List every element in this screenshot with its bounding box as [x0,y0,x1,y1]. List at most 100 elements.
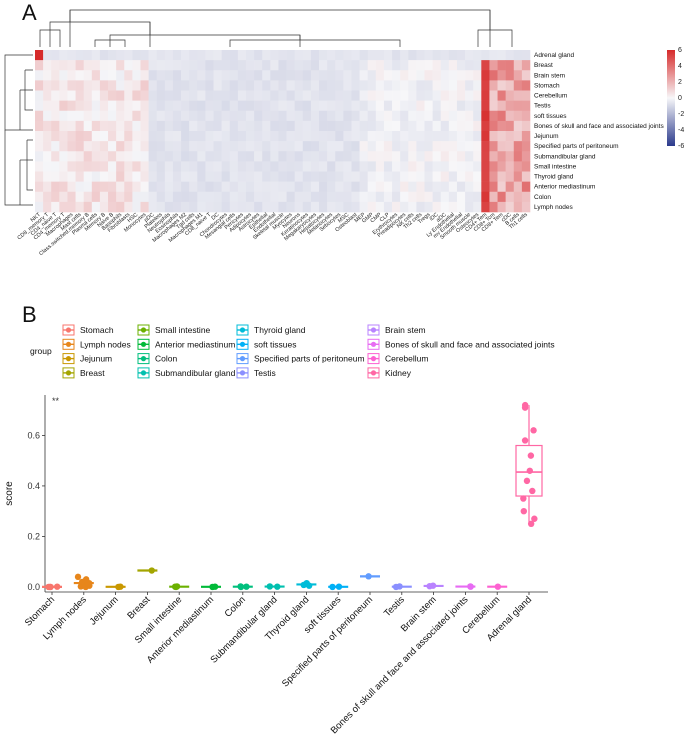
heatmap-cell [164,141,174,152]
data-point [529,487,536,495]
heatmap-cell [35,191,44,203]
heatmap-cell [521,50,531,61]
heatmap-cell [521,131,531,142]
heatmap-cell [497,171,506,182]
heatmap-cell [172,191,182,203]
heatmap-cell [375,201,385,213]
heatmap-cell [164,161,174,172]
heatmap-cell [302,50,312,61]
heatmap-cell [270,151,279,162]
heatmap-cell [197,50,206,61]
data-point [148,567,155,574]
heatmap-cell [237,50,247,61]
heatmap-cell [440,120,450,132]
heatmap-cell [51,201,60,213]
heatmap-cell [148,50,158,61]
heatmap-cell [124,191,133,203]
heatmap-cell [124,110,133,122]
heatmap-cell [197,60,206,71]
heatmap-cell [505,131,515,142]
legend-label: Thyroid gland [254,325,306,335]
legend-title: group [30,346,52,356]
heatmap-cell [148,131,158,142]
heatmap-cell [99,60,109,71]
heatmap-cell [237,100,247,112]
heatmap-cell [327,151,336,162]
heatmap-cell [408,120,417,132]
heatmap-cell [262,120,271,132]
heatmap-cell [400,90,409,101]
legend-key-dot [370,356,377,362]
heatmap-cell [270,191,279,203]
heatmap-cell [59,171,68,182]
heatmap-cell [335,90,344,101]
heatmap-cell [262,151,271,162]
heatmap-cell [213,131,222,142]
heatmap-cell [124,141,133,152]
heatmap-cell [43,70,52,81]
heatmap-cell [392,161,401,172]
heatmap-cell [497,201,506,213]
heatmap-cell [319,161,328,172]
heatmap-cell [335,151,344,162]
dendrogram-branch [26,139,33,191]
heatmap-cell [132,181,141,193]
heatmap-cell [367,70,377,81]
heatmap-cell [205,181,214,193]
heatmap-cell [189,151,198,162]
heatmap-cell [432,141,442,152]
heatmap-cell [164,201,174,213]
dendrogram-branch [94,39,126,47]
heatmap-cell [237,90,247,101]
heatmap-cell [164,151,174,162]
heatmap-cell [319,70,328,81]
heatmap-cell [351,191,360,203]
heatmap-cell [473,110,482,122]
heatmap-cell [424,70,433,81]
heatmap-cell [43,151,52,162]
heatmap-cell [254,70,263,81]
legend-label: Bones of skull and face and associated j… [385,339,555,349]
dendrogram-branch [19,89,33,130]
heatmap-cell [140,50,149,61]
heatmap-cell [278,110,287,122]
heatmap-cell [375,191,385,203]
heatmap-cell [116,110,125,122]
legend-item: Submandibular gland [137,367,236,379]
data-point [115,583,122,591]
heatmap-cell [108,131,117,142]
heatmap-cell [229,171,239,182]
heatmap-cell [108,161,117,172]
heatmap-cell [294,80,304,91]
heatmap-cell [99,151,109,162]
heatmap-cell [351,100,360,112]
heatmap-row-label: Specified parts of peritoneum [534,143,619,150]
heatmap-cell [367,80,377,91]
legend-key-dot [370,370,377,376]
heatmap-cell [75,90,84,101]
heatmap-cell [172,70,182,81]
heatmap-cell [262,161,271,172]
heatmap-cell [99,201,109,213]
heatmap-cell [440,151,450,162]
heatmap-cell [335,60,344,71]
heatmap-cell [481,171,490,182]
heatmap-cell [43,171,52,182]
heatmap-cell [172,100,182,112]
heatmap-cell [254,131,263,142]
heatmap-cell [351,60,360,71]
heatmap-cell [59,120,68,132]
heatmap-cell [327,171,336,182]
heatmap-cell [148,181,158,193]
heatmap-cell [237,141,247,152]
colorbar-tick-label: -6 [678,143,684,150]
heatmap-cell [108,181,117,193]
heatmap-cell [408,171,417,182]
heatmap-cell [108,191,117,203]
heatmap-cell [229,181,239,193]
data-point [274,583,281,590]
heatmap-cell [75,171,84,182]
heatmap-cell [465,110,474,122]
heatmap-cell [75,100,84,112]
heatmap-cell [513,151,523,162]
